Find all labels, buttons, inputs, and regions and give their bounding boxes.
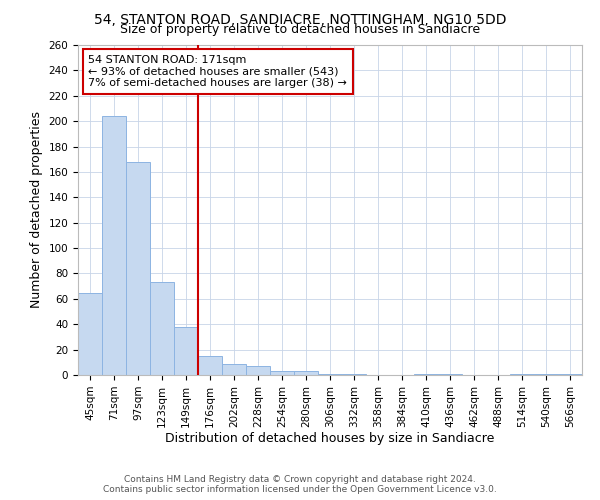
Text: Size of property relative to detached houses in Sandiacre: Size of property relative to detached ho… — [120, 22, 480, 36]
Bar — [150, 282, 174, 375]
Bar — [126, 162, 150, 375]
Bar — [318, 374, 342, 375]
Text: 54 STANTON ROAD: 171sqm
← 93% of detached houses are smaller (543)
7% of semi-de: 54 STANTON ROAD: 171sqm ← 93% of detache… — [88, 55, 347, 88]
Bar — [342, 374, 366, 375]
Bar — [534, 374, 558, 375]
Bar — [414, 374, 438, 375]
Bar — [198, 356, 222, 375]
X-axis label: Distribution of detached houses by size in Sandiacre: Distribution of detached houses by size … — [166, 432, 494, 446]
Text: 54, STANTON ROAD, SANDIACRE, NOTTINGHAM, NG10 5DD: 54, STANTON ROAD, SANDIACRE, NOTTINGHAM,… — [94, 12, 506, 26]
Bar — [222, 364, 246, 375]
Bar — [558, 374, 582, 375]
Bar — [510, 374, 534, 375]
Bar — [270, 371, 294, 375]
Bar — [246, 366, 270, 375]
Bar — [78, 292, 102, 375]
Text: Contains HM Land Registry data © Crown copyright and database right 2024.
Contai: Contains HM Land Registry data © Crown c… — [103, 474, 497, 494]
Bar — [174, 327, 198, 375]
Bar — [294, 371, 318, 375]
Bar — [102, 116, 126, 375]
Y-axis label: Number of detached properties: Number of detached properties — [30, 112, 43, 308]
Bar — [438, 374, 462, 375]
